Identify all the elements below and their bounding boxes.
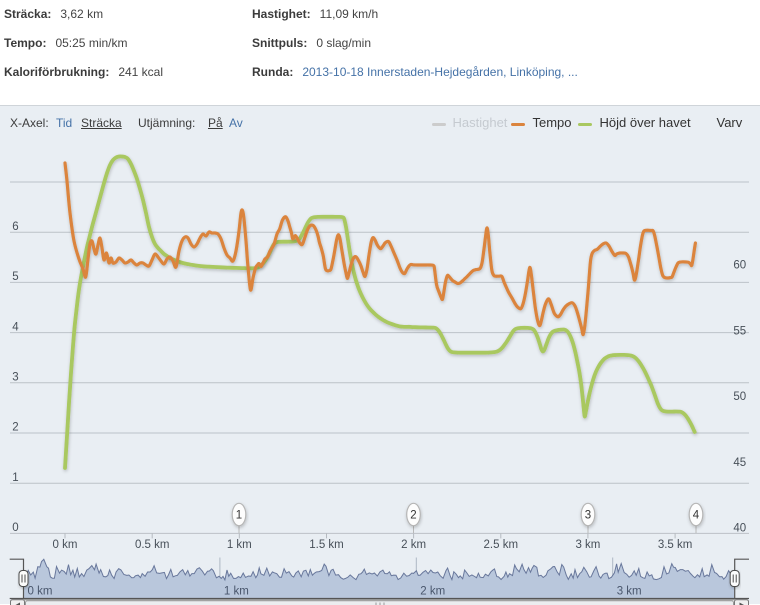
svg-text:1: 1	[12, 472, 18, 484]
svg-text:40: 40	[733, 523, 746, 535]
svg-text:1.5 km: 1.5 km	[309, 539, 344, 551]
svg-text:0: 0	[12, 522, 18, 534]
svg-text:4: 4	[12, 321, 19, 333]
svg-text:2.5 km: 2.5 km	[484, 539, 519, 551]
svg-text:3.5 km: 3.5 km	[658, 539, 693, 551]
svg-text:5: 5	[12, 271, 18, 283]
svg-text:4: 4	[693, 510, 700, 522]
svg-text:3 km: 3 km	[575, 539, 600, 551]
svg-text:2 km: 2 km	[420, 586, 445, 598]
svg-text:1: 1	[236, 510, 242, 522]
svg-text:3 km: 3 km	[617, 586, 642, 598]
svg-text:45: 45	[733, 457, 746, 469]
svg-text:60: 60	[733, 260, 746, 272]
svg-text:6: 6	[12, 221, 18, 233]
svg-text:3: 3	[12, 372, 18, 384]
svg-text:55: 55	[733, 325, 746, 337]
svg-text:1 km: 1 km	[227, 539, 252, 551]
svg-text:1 km: 1 km	[224, 586, 249, 598]
svg-text:50: 50	[733, 391, 746, 403]
svg-text:0 km: 0 km	[28, 586, 53, 598]
svg-text:0.5 km: 0.5 km	[135, 539, 170, 551]
svg-text:3: 3	[585, 510, 591, 522]
svg-text:2: 2	[410, 510, 416, 522]
svg-text:2 km: 2 km	[401, 539, 426, 551]
svg-text:0 km: 0 km	[53, 539, 78, 551]
svg-text:2: 2	[12, 422, 18, 434]
